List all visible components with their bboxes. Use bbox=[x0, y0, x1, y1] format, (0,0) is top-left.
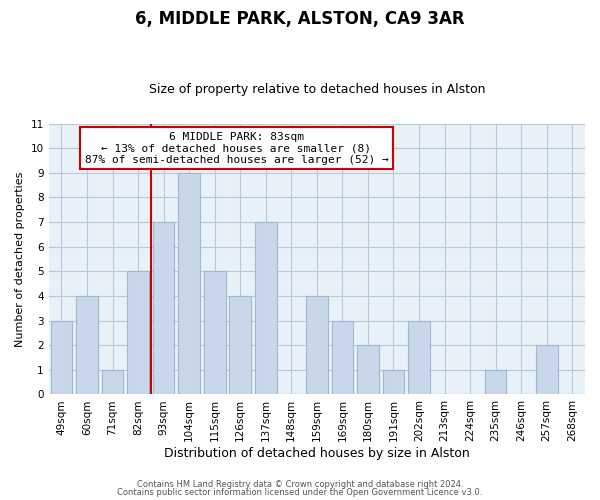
Bar bbox=[357, 345, 379, 395]
Y-axis label: Number of detached properties: Number of detached properties bbox=[15, 172, 25, 346]
Text: 6, MIDDLE PARK, ALSTON, CA9 3AR: 6, MIDDLE PARK, ALSTON, CA9 3AR bbox=[135, 10, 465, 28]
Text: Contains HM Land Registry data © Crown copyright and database right 2024.: Contains HM Land Registry data © Crown c… bbox=[137, 480, 463, 489]
Bar bbox=[383, 370, 404, 394]
Title: Size of property relative to detached houses in Alston: Size of property relative to detached ho… bbox=[149, 83, 485, 96]
Bar bbox=[255, 222, 277, 394]
Bar bbox=[101, 370, 124, 394]
Bar bbox=[178, 173, 200, 394]
Bar bbox=[76, 296, 98, 394]
Bar bbox=[153, 222, 175, 394]
Bar bbox=[229, 296, 251, 394]
Bar bbox=[485, 370, 506, 394]
Bar bbox=[50, 320, 72, 394]
Bar bbox=[204, 272, 226, 394]
Bar bbox=[127, 272, 149, 394]
Bar bbox=[408, 320, 430, 394]
Bar bbox=[536, 345, 557, 395]
Bar bbox=[332, 320, 353, 394]
Bar bbox=[306, 296, 328, 394]
Text: 6 MIDDLE PARK: 83sqm
← 13% of detached houses are smaller (8)
87% of semi-detach: 6 MIDDLE PARK: 83sqm ← 13% of detached h… bbox=[85, 132, 388, 165]
X-axis label: Distribution of detached houses by size in Alston: Distribution of detached houses by size … bbox=[164, 447, 470, 460]
Text: Contains public sector information licensed under the Open Government Licence v3: Contains public sector information licen… bbox=[118, 488, 482, 497]
